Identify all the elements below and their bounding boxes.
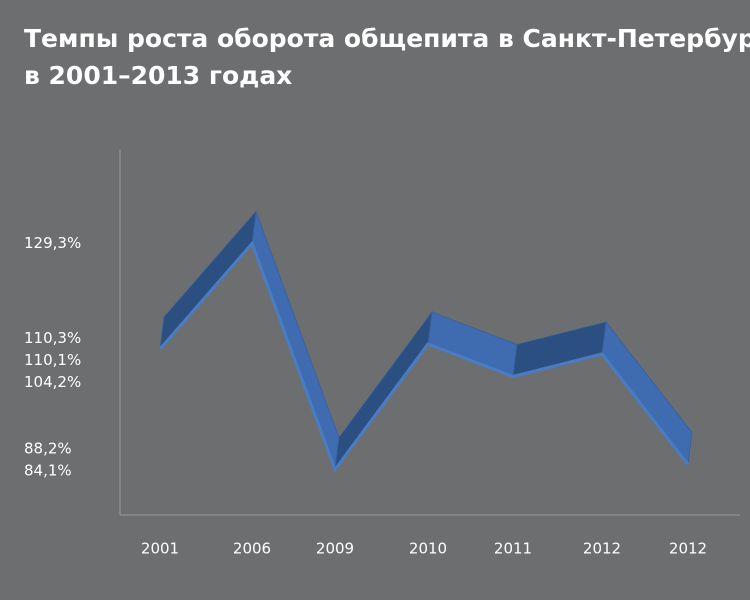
x-tick-label: 2006	[233, 540, 271, 558]
y-tick-label: 88,2%	[24, 440, 72, 458]
x-tick-label: 2001	[141, 540, 179, 558]
y-tick-label: 110,1%	[24, 351, 81, 369]
x-tick-label: 2009	[316, 540, 354, 558]
x-tick-label: 2012	[583, 540, 621, 558]
y-tick-label: 104,2%	[24, 373, 81, 391]
chart-title: Темпы роста оборота общепита в Санкт-Пет…	[24, 24, 750, 53]
x-tick-label: 2011	[494, 540, 532, 558]
x-tick-label: 2010	[409, 540, 447, 558]
chart-title: в 2001–2013 годах	[24, 61, 292, 90]
y-tick-label: 110,3%	[24, 329, 81, 347]
y-tick-label: 129,3%	[24, 234, 81, 252]
x-tick-label: 2012	[669, 540, 707, 558]
line	[158, 240, 690, 473]
y-tick-label: 84,1%	[24, 462, 72, 480]
